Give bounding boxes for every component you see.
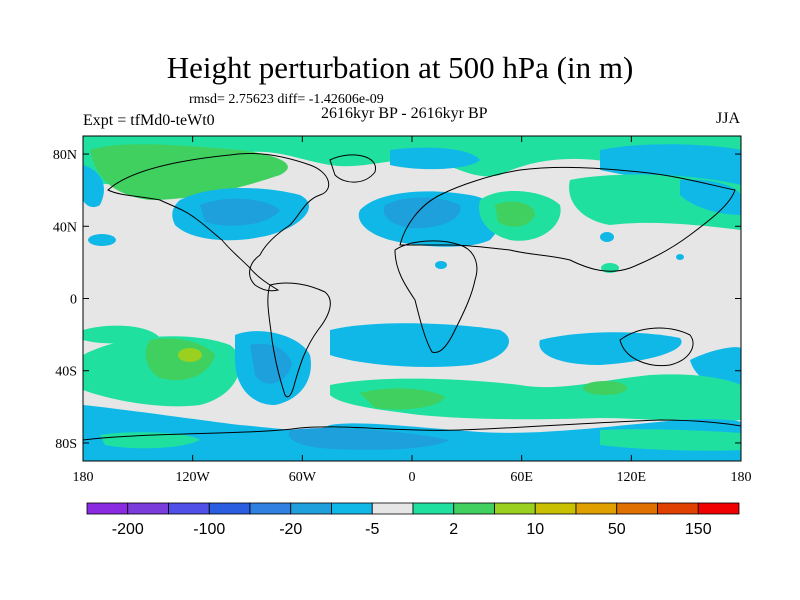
colorbar-label: -20 [279, 521, 302, 538]
contour-sindian-blue [539, 332, 682, 365]
experiment-label: Expt = tfMd0-teWt0 [83, 112, 215, 129]
coast-australia [619, 327, 694, 367]
contour-arctic-green [90, 144, 288, 200]
contour-spacific-mid [145, 338, 215, 381]
x-tick-label: 180 [73, 470, 94, 485]
contour-asia-core [495, 201, 535, 227]
coast-south-america [267, 282, 331, 398]
contour-cell-d [676, 254, 684, 260]
colorbar-box [575, 502, 618, 515]
colorbar: -200 -100 -20 -5 2 10 50 150 [86, 502, 740, 538]
colorbar-label: 2 [449, 521, 458, 538]
coast-north-america [107, 152, 330, 292]
contour-antarctic-blue [83, 405, 741, 461]
colorbar-box [168, 502, 210, 515]
contour-cell-a [88, 234, 116, 246]
contour-antarctic-core [288, 428, 450, 450]
colorbar-box [494, 502, 536, 515]
colorbar-label: -200 [112, 521, 144, 538]
coast-antarctica [83, 419, 741, 441]
contour-southern-green [330, 374, 741, 422]
period-label: 2616kyr BP - 2616kyr BP [321, 105, 488, 122]
y-tick-label: 80S [55, 437, 77, 452]
x-tick-label: 180 [731, 470, 752, 485]
contour-spacific-max [178, 348, 202, 362]
y-tick-label: 40N [53, 220, 77, 235]
contour-satl-blue [330, 323, 509, 367]
colorbar-box [208, 502, 251, 515]
x-tick-label: 120W [176, 470, 211, 485]
colorbar-box [290, 502, 332, 515]
x-tick-label: 0 [409, 470, 416, 485]
colorbar-box [697, 502, 740, 515]
contour-cell-e [435, 261, 447, 269]
colorbar-box [86, 502, 129, 515]
y-axis: 80N 40N 0 40S 80S [53, 148, 741, 452]
colorbar-label: 10 [526, 521, 544, 538]
contour-field [83, 136, 741, 461]
colorbar-label: -5 [365, 521, 379, 538]
coastlines [83, 152, 741, 441]
contour-southern-mid [360, 388, 445, 410]
x-tick-label: 60W [289, 470, 317, 485]
colorbar-box [331, 502, 373, 515]
y-tick-label: 40S [55, 365, 77, 380]
x-tick-label: 60E [510, 470, 533, 485]
colorbar-label: 150 [685, 521, 712, 538]
rmsd-stats: rmsd= 2.75623 diff= -1.42606e-09 [189, 92, 384, 107]
coast-greenland [329, 154, 376, 183]
contour-antarctic-green-2 [600, 429, 741, 451]
colorbar-box [453, 502, 495, 515]
contour-southern-mid-2 [583, 381, 627, 395]
colorbar-box [371, 502, 414, 515]
colorbar-box [412, 502, 455, 515]
plot-title: Height perturbation at 500 hPa (in m) [166, 50, 634, 85]
x-tick-label: 120E [617, 470, 647, 485]
colorbar-label: 50 [608, 521, 626, 538]
x-axis: 180 120W 60W 0 60E 120E 180 [73, 136, 752, 485]
colorbar-box [657, 502, 699, 515]
season-label: JJA [715, 110, 740, 127]
y-tick-label: 0 [70, 293, 77, 308]
contour-namerica-core [200, 198, 280, 226]
colorbar-box [534, 502, 577, 515]
coast-eurasia [399, 166, 736, 272]
contour-sa-core [250, 343, 292, 384]
y-tick-label: 80N [53, 148, 77, 163]
contour-seast-blue [690, 347, 741, 391]
contour-arctic-blue [390, 147, 480, 170]
contour-arctic [83, 136, 741, 187]
contour-west-blue [83, 165, 104, 208]
colorbar-box [616, 502, 658, 515]
colorbar-box [127, 502, 169, 515]
contour-cell-b [600, 232, 614, 242]
colorbar-box [249, 502, 292, 515]
contour-europe-core [383, 197, 461, 229]
colorbar-label: -100 [193, 521, 225, 538]
